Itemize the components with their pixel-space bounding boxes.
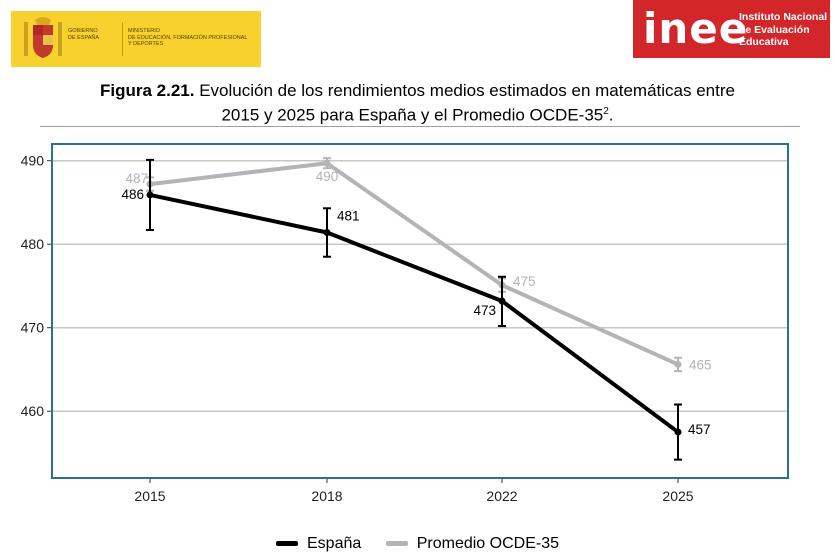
data-label-oecd: 487	[125, 171, 148, 186]
data-label-spain: 457	[688, 422, 711, 437]
line-chart: 460 470 480 490 2015 2018 2022 2025 486 481 473 457…	[21, 143, 789, 504]
data-point-spain	[498, 297, 506, 305]
data-point-spain	[674, 428, 682, 436]
x-tick-label: 2015	[134, 488, 165, 504]
figure-title: Figura 2.21. Evolución de los rendimient…	[0, 80, 835, 126]
y-tick-label: 460	[21, 403, 45, 419]
data-label-oecd: 475	[513, 274, 536, 289]
data-point-oecd	[323, 159, 331, 167]
ministry-logo: GOBIERNO DE ESPAÑA MINISTERIO DE EDUCACI…	[11, 11, 261, 67]
title-rule	[40, 126, 800, 127]
legend-item-oecd: Promedio OCDE-35	[385, 534, 559, 553]
gobierno-text: GOBIERNO DE ESPAÑA	[68, 28, 100, 41]
figure-label: Figura 2.21.	[100, 81, 195, 100]
coat-of-arms-icon	[24, 17, 62, 58]
legend-swatch-spain	[276, 541, 298, 546]
x-tick-label: 2018	[311, 488, 342, 504]
data-label-spain: 486	[121, 187, 144, 202]
data-label-spain: 473	[473, 303, 496, 318]
ministerio-text: MINISTERIO DE EDUCACIÓN, FORMACIÓN PROFE…	[128, 28, 248, 47]
legend-item-spain: España	[276, 535, 361, 553]
data-label-oecd: 465	[689, 357, 712, 372]
inee-logo: inee Instituto Nacional de Evaluación Ed…	[633, 0, 830, 58]
chart-legend: España Promedio OCDE-35	[0, 533, 835, 553]
logo-divider	[122, 22, 123, 56]
inee-name: Instituto Nacional de Evaluación Educati…	[739, 11, 828, 48]
series-line-spain	[149, 192, 680, 434]
x-tick-label: 2025	[662, 488, 693, 504]
x-tick-label: 2022	[486, 488, 517, 504]
legend-swatch-oecd	[385, 541, 408, 546]
footnote-mark: 2	[603, 106, 609, 117]
data-label-oecd: 490	[316, 169, 339, 184]
figure-title-text: Evolución de los rendimientos medios est…	[194, 81, 735, 100]
data-point-spain	[146, 191, 154, 199]
figure-title-end: .	[608, 105, 614, 125]
legend-label-oecd: Promedio OCDE-35	[416, 534, 559, 552]
y-tick-label: 470	[21, 320, 45, 336]
data-point-spain	[323, 229, 331, 237]
data-label-spain: 481	[337, 209, 360, 224]
y-tick-label: 490	[21, 153, 45, 169]
plot-panel-border	[51, 143, 789, 479]
legend-label-spain: España	[307, 534, 362, 552]
y-tick-label: 480	[21, 236, 45, 252]
series-line-oecd	[149, 161, 679, 367]
inee-brand: inee	[643, 4, 749, 53]
figure-title-line2: 2015 y 2025 para España y el Promedio OC…	[221, 105, 604, 125]
data-point-oecd	[674, 360, 682, 368]
